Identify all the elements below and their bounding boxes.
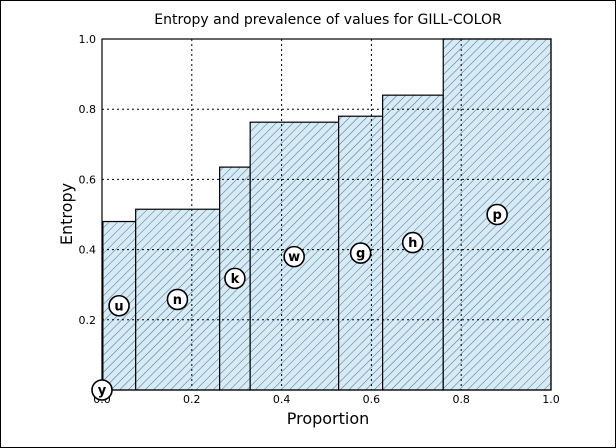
marker-circle — [91, 379, 113, 401]
marker-circle — [166, 288, 189, 311]
marker-g: g — [349, 242, 372, 264]
marker-label: p — [492, 208, 501, 223]
marker-circle — [486, 203, 508, 226]
y-tick-label: 0.8 — [79, 103, 97, 116]
grid-group — [102, 39, 551, 390]
marker-label: g — [356, 247, 365, 262]
x-axis-label: Proportion — [287, 409, 370, 428]
marker-circle — [283, 245, 305, 268]
y-axis-label: Entropy — [57, 183, 76, 245]
y-tick-label: 1.0 — [79, 33, 97, 46]
marker-h: h — [401, 231, 424, 254]
marker-label: y — [98, 384, 107, 399]
x-tick-label: 0.8 — [452, 393, 470, 406]
marker-circle — [224, 267, 246, 290]
marker-y: y — [91, 379, 113, 401]
marker-circle — [401, 231, 424, 254]
chart-title: Entropy and prevalence of values for GIL… — [154, 12, 502, 28]
x-tick-label: 0.4 — [273, 393, 291, 406]
marker-circle — [108, 294, 130, 317]
marker-circle — [349, 242, 372, 264]
marker-label: n — [173, 293, 182, 308]
marker-k: k — [224, 267, 246, 290]
marker-u: u — [108, 294, 130, 317]
x-tick-label: 0.2 — [183, 393, 201, 406]
marker-label: w — [288, 250, 300, 265]
marker-label: h — [408, 236, 417, 251]
x-tick-label: 0.6 — [363, 393, 381, 406]
marker-w: w — [283, 245, 305, 268]
y-tick-label: 0.6 — [79, 173, 97, 186]
value-markers: y u n k w g h p — [91, 203, 508, 401]
marker-label: k — [231, 272, 240, 287]
y-tick-label: 0.4 — [79, 244, 97, 257]
marker-p: p — [486, 203, 508, 226]
y-tick-labels: 0.2 0.4 0.6 0.8 1.0 — [79, 33, 97, 327]
marker-label: u — [114, 299, 123, 314]
plot-area: 0.00.20.40.60.81.0 0.20.40.60.81.0 yunkw… — [79, 33, 560, 406]
x-tick-label: 1.0 — [542, 393, 560, 406]
y-tick-label: 0.2 — [79, 314, 97, 327]
axes-box — [101, 38, 552, 391]
marker-n: n — [166, 288, 189, 311]
